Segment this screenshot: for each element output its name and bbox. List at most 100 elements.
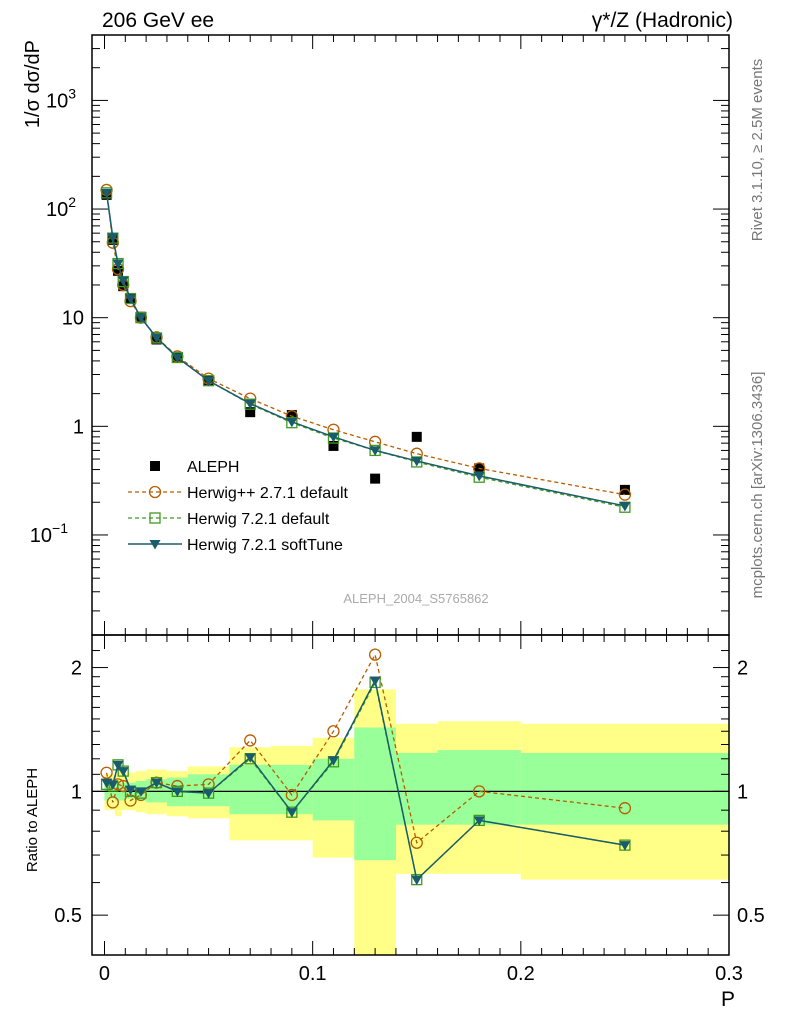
main-point-herwig-7-2-1-default xyxy=(244,398,256,410)
rivet-version-label: Rivet 3.1.10, ≥ 2.5M events xyxy=(749,59,766,242)
ratio-plot-frame xyxy=(91,634,730,956)
ratio-line-herwig-2-7-1-default xyxy=(105,652,625,844)
main-point-herwig-7-2-1-softtune xyxy=(125,294,137,305)
ratio-point-herwig-2-7-1-default xyxy=(106,796,119,809)
legend-entry-herwig-7-2-1-softtune: Herwig 7.2.1 softTune xyxy=(128,537,343,554)
ratio-point-herwig-7-2-1-softtune xyxy=(135,787,147,797)
mcplots-label: mcplots.cern.ch [arXiv:1306.3436] xyxy=(749,372,766,599)
main-point-herwig-7-2-1-softtune xyxy=(369,446,381,456)
ratio-stat-uncertainty-band xyxy=(437,750,521,825)
ratio-y-tick-label-left: 0.5 xyxy=(54,905,82,927)
legend-label: Herwig 7.2.1 softTune xyxy=(187,537,343,554)
main-y-tick-label: 102 xyxy=(46,194,76,221)
legend-marker xyxy=(148,485,162,499)
main-point-herwig-7-2-1-softtune xyxy=(411,456,423,467)
ratio-point-herwig-2-7-1-default xyxy=(327,725,340,738)
main-point-aleph xyxy=(370,473,381,484)
ratio-y-tick-label-left: 2 xyxy=(71,658,82,680)
ratio-point-herwig-7-2-1-softtune xyxy=(203,789,215,799)
ratio-point-herwig-2-7-1-default xyxy=(244,734,257,747)
ratio-point-herwig-2-7-1-default xyxy=(368,648,382,661)
ratio-y-tick-label-right: 2 xyxy=(737,658,748,680)
ratio-stat-uncertainty-band xyxy=(520,752,729,825)
main-y-axis-label: 1/σ dσ/dP xyxy=(22,40,44,128)
legend-marker xyxy=(149,512,161,524)
main-point-herwig-7-2-1-softtune xyxy=(244,399,256,410)
main-series-aleph xyxy=(101,189,630,495)
main-series-herwig-7-2-1-softtune xyxy=(101,188,631,512)
legend-entry-herwig-7-2-1-default: Herwig 7.2.1 default xyxy=(128,511,330,528)
main-series-herwig-7-2-1-default xyxy=(100,187,631,513)
main-point-herwig-7-2-1-softtune xyxy=(107,233,119,243)
main-point-aleph xyxy=(328,440,339,451)
ratio-stat-uncertainty-band xyxy=(395,752,438,825)
ratio-stat-uncertainty-band xyxy=(229,764,272,815)
main-series-herwig-2-7-1-default xyxy=(100,183,632,501)
x-axis-label: P xyxy=(721,988,735,1011)
ratio-plot-panel: 0.5 0.5 1 1 2 2 0 0.1 0.2 0.3 Ratio to ALEPH P xyxy=(24,634,765,1011)
ratio-point-herwig-7-2-1-softtune xyxy=(125,785,137,796)
ratio-point-herwig-7-2-1-softtune xyxy=(619,841,631,851)
legend-label: ALEPH xyxy=(187,459,239,476)
ratio-series-herwig-7-2-1-softtune xyxy=(101,676,631,886)
legend-entry-herwig-2-7-1-default: Herwig++ 2.7.1 default xyxy=(128,485,349,502)
legend-marker xyxy=(150,461,160,471)
x-tick-label: 0 xyxy=(99,963,110,985)
x-tick-label: 0.2 xyxy=(507,963,535,985)
main-point-herwig-7-2-1-softtune xyxy=(473,471,485,482)
ratio-point-herwig-7-2-1-softtune xyxy=(171,787,183,797)
ratio-stat-uncertainty-band xyxy=(312,758,355,821)
x-tick-label: 0.1 xyxy=(299,963,327,985)
ratio-point-herwig-2-7-1-default xyxy=(618,802,632,815)
ratio-point-herwig-2-7-1-default xyxy=(100,766,113,779)
ratio-point-herwig-7-2-1-softtune xyxy=(327,756,339,766)
ratio-point-herwig-7-2-1-softtune xyxy=(107,780,119,790)
ratio-y-axis-label: Ratio to ALEPH xyxy=(24,768,41,872)
main-point-aleph xyxy=(411,431,422,442)
main-point-herwig-7-2-1-softtune xyxy=(286,417,298,428)
ratio-point-herwig-7-2-1-softtune xyxy=(473,816,485,826)
ratio-point-herwig-2-7-1-default xyxy=(285,788,298,802)
ratio-point-herwig-7-2-1-softtune xyxy=(244,753,256,763)
ratio-y-tick-label-left: 1 xyxy=(71,781,82,803)
main-point-herwig-7-2-1-softtune xyxy=(117,276,129,286)
main-point-herwig-7-2-1-softtune xyxy=(171,353,183,364)
ratio-point-herwig-2-7-1-default xyxy=(410,836,423,849)
main-point-aleph xyxy=(286,410,297,421)
ratio-point-herwig-2-7-1-default xyxy=(473,785,486,798)
main-y-tick-label: 1 xyxy=(73,416,84,438)
legend-label: Herwig 7.2.1 default xyxy=(187,511,330,528)
ratio-point-herwig-7-2-1-softtune xyxy=(112,760,124,771)
main-point-aleph xyxy=(619,484,630,495)
ratio-point-herwig-7-2-1-softtune xyxy=(411,875,423,886)
main-point-aleph xyxy=(245,407,256,418)
main-point-herwig-2-7-1-default xyxy=(618,488,632,501)
main-y-tick-label: 10 xyxy=(62,308,84,330)
legend-entry-aleph: ALEPH xyxy=(150,459,239,476)
main-point-herwig-7-2-1-softtune xyxy=(135,313,147,324)
main-point-herwig-7-2-1-softtune xyxy=(151,333,163,344)
main-line-herwig-7-2-1-default xyxy=(105,192,626,508)
ratio-y-tick-label-right: 0.5 xyxy=(737,905,765,927)
main-point-herwig-7-2-1-softtune xyxy=(619,501,631,512)
main-point-herwig-7-2-1-softtune xyxy=(101,188,113,199)
main-line-herwig-2-7-1-default xyxy=(105,189,626,496)
main-point-herwig-7-2-1-softtune xyxy=(203,376,215,387)
analysis-watermark: ALEPH_2004_S5765862 xyxy=(343,591,488,606)
header-right-label: γ*/Z (Hadronic) xyxy=(592,9,733,32)
ratio-point-herwig-7-2-1-softtune xyxy=(369,676,381,687)
legend: ALEPH Herwig++ 2.7.1 default Herwig 7.2.1 … xyxy=(128,459,349,554)
ratio-point-herwig-7-2-1-softtune xyxy=(286,808,298,818)
main-point-herwig-7-2-1-default xyxy=(286,417,298,429)
header-left-label: 206 GeV ee xyxy=(102,9,214,32)
ratio-y-tick-label-right: 1 xyxy=(737,781,748,803)
main-y-tick-label: 10−1 xyxy=(30,520,68,547)
ratio-point-herwig-7-2-1-softtune xyxy=(151,778,163,789)
main-point-herwig-7-2-1-softtune xyxy=(112,259,124,270)
main-line-herwig-7-2-1-softtune xyxy=(105,192,626,507)
x-tick-label: 0.3 xyxy=(715,963,743,985)
main-y-tick-label: 103 xyxy=(46,85,76,112)
main-point-aleph xyxy=(113,265,124,276)
